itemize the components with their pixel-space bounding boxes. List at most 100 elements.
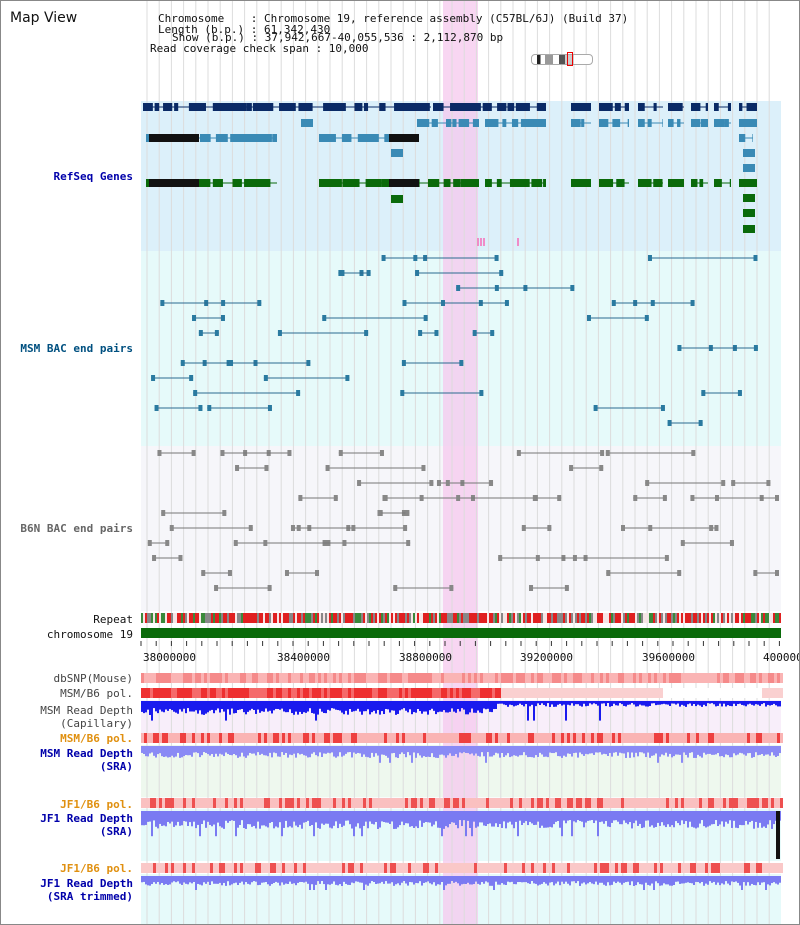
heat-cell <box>636 673 639 683</box>
bac-end <box>198 330 203 336</box>
depth-bar <box>467 811 469 821</box>
depth-bar <box>379 811 381 828</box>
depth-bar <box>767 746 769 755</box>
b6n-bac-label[interactable]: B6N BAC end pairs <box>20 522 133 535</box>
depth-bar <box>259 746 261 755</box>
heat-cell <box>255 798 258 808</box>
heat-cell <box>567 863 570 873</box>
depth-bar <box>635 811 637 821</box>
heat-cell <box>624 688 627 698</box>
depth-bar <box>449 746 451 754</box>
depth-bar <box>561 746 563 758</box>
bac-end <box>257 300 262 306</box>
heat-cell <box>492 733 495 743</box>
depth-bar <box>427 876 429 882</box>
depth-bar <box>303 746 305 756</box>
depth-bar <box>203 701 205 715</box>
msm-bac-label[interactable]: MSM BAC end pairs <box>20 342 133 355</box>
depth-bar <box>711 746 713 755</box>
bac-end <box>489 480 494 486</box>
depth-bar <box>573 876 575 882</box>
bac-end <box>698 420 703 426</box>
heat-cell <box>546 798 549 808</box>
gene-exon <box>638 119 645 127</box>
depth-bar <box>355 876 357 882</box>
heat-cell <box>288 688 291 698</box>
heat-cell <box>249 673 252 683</box>
heat-cell <box>687 688 690 698</box>
depth-bar <box>169 701 171 709</box>
depth-bar <box>757 876 759 883</box>
heat-cell <box>426 688 429 698</box>
depth-bar <box>759 746 761 755</box>
depth-bar <box>343 811 345 826</box>
bac-end <box>436 480 441 486</box>
heat-cell <box>354 733 357 743</box>
depth-bar <box>377 746 379 756</box>
heat-cell <box>504 798 507 808</box>
depth-bar <box>377 701 379 711</box>
heat-cell <box>630 863 633 873</box>
heat-cell <box>216 863 219 873</box>
depth-bar <box>311 876 313 885</box>
depth-bar <box>365 876 367 885</box>
heat-cell <box>750 688 753 698</box>
depth-bar <box>171 746 173 756</box>
depth-bar <box>617 746 619 756</box>
bac-end <box>154 405 159 411</box>
depth-bar <box>343 701 345 715</box>
depth-bar <box>347 876 349 885</box>
heat-cell <box>507 863 510 873</box>
heat-cell <box>234 863 237 873</box>
depth-bar <box>163 701 165 713</box>
heat-cell <box>666 798 669 808</box>
refseq-genes-label[interactable]: RefSeq Genes <box>53 170 133 183</box>
heat-cell <box>537 798 540 808</box>
heat-cell <box>459 688 462 698</box>
heat-cell <box>282 863 285 873</box>
depth-bar <box>395 701 397 715</box>
depth-bar <box>249 811 251 825</box>
heat-cell <box>147 733 150 743</box>
depth-bar <box>533 746 535 758</box>
depth-bar <box>683 811 685 824</box>
depth-bar <box>597 876 599 885</box>
heat-cell <box>180 673 183 683</box>
depth-bar <box>435 876 437 886</box>
depth-bar <box>145 746 147 757</box>
depth-bar <box>389 876 391 884</box>
heat-cell <box>477 688 480 698</box>
bac-end <box>345 375 350 381</box>
depth-bar <box>441 746 443 755</box>
depth-bar <box>599 811 601 823</box>
depth-bar <box>331 701 333 709</box>
heat-cell <box>369 798 372 808</box>
repeat-block <box>623 613 625 623</box>
gene-exon <box>599 179 611 187</box>
depth-bar <box>543 701 545 705</box>
heat-cell <box>771 798 774 808</box>
feature-marker <box>483 238 485 246</box>
chromosome-ideogram[interactable] <box>531 54 593 65</box>
heat-cell <box>264 863 267 873</box>
depth-bar <box>299 811 301 825</box>
depth-bar <box>153 811 155 821</box>
depth-bar <box>153 746 155 756</box>
depth-bar <box>429 876 431 884</box>
bac-end <box>490 330 495 336</box>
depth-bar <box>667 811 669 825</box>
heat-cell <box>462 733 465 743</box>
heat-cell <box>186 733 189 743</box>
heat-cell <box>585 688 588 698</box>
repeat-block <box>585 613 587 623</box>
depth-bar <box>669 701 671 706</box>
heat-cell <box>282 673 285 683</box>
heat-cell <box>552 688 555 698</box>
heat-cell <box>318 798 321 808</box>
depth-bar <box>583 746 585 756</box>
depth-bar <box>231 746 233 756</box>
depth-bar <box>595 876 597 882</box>
heat-cell <box>675 863 678 873</box>
repeat-block <box>595 613 597 623</box>
depth-bar <box>617 701 619 706</box>
